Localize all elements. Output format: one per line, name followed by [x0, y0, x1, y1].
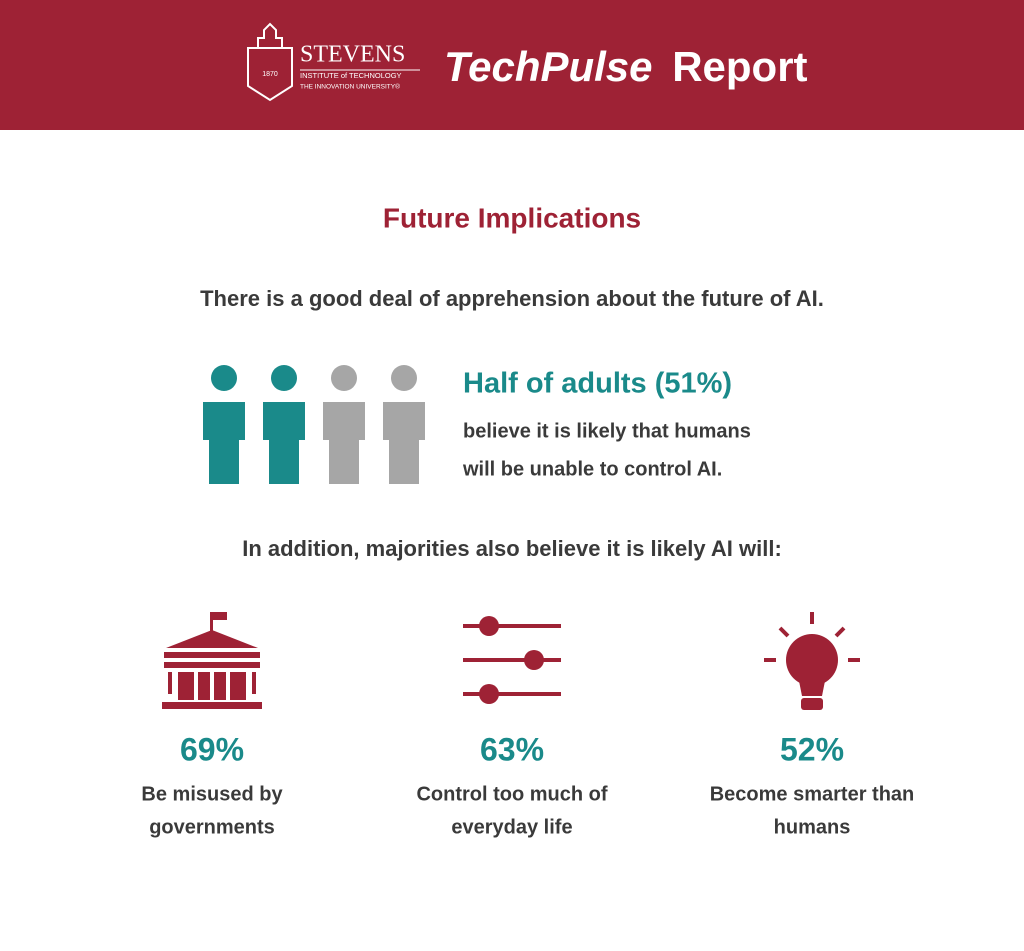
- people-icons: [203, 365, 425, 484]
- subheading: In addition, majorities also believe it …: [242, 536, 782, 561]
- person-gray: [383, 365, 425, 484]
- header-title-plain: Report: [672, 43, 807, 90]
- stat-label: governments: [149, 816, 275, 838]
- logo-name: STEVENS: [300, 42, 405, 68]
- stat-percent: 69%: [180, 731, 244, 767]
- header-title: TechPulse Report: [444, 43, 808, 90]
- person-gray: [323, 365, 365, 484]
- logo-year: 1870: [262, 71, 278, 78]
- stat-percent: 63%: [480, 731, 544, 767]
- stat-percent: 52%: [780, 731, 844, 767]
- highlight-line: believe it is likely that humans: [463, 420, 751, 442]
- logo-shield: [247, 22, 293, 102]
- sliders-icon: [463, 616, 561, 704]
- person-teal: [263, 365, 305, 484]
- logo-line1: INSTITUTE of TECHNOLOGY: [300, 71, 402, 80]
- section-title: Future Implications: [383, 202, 641, 233]
- stat-label: everyday life: [451, 816, 572, 838]
- building-columns: [194, 672, 230, 702]
- highlight-line: will be unable to control AI.: [462, 458, 722, 480]
- stat-label: Be misused by: [141, 783, 283, 805]
- header-title-italic: TechPulse: [444, 43, 653, 90]
- stat-label: Control too much of: [416, 783, 607, 805]
- logo-line2: THE INNOVATION UNIVERSITY®: [300, 83, 400, 91]
- bulb-icon: [764, 612, 860, 710]
- intro: There is a good deal of apprehension abo…: [200, 286, 824, 311]
- stat: 52% Become smarter than humans: [710, 731, 915, 838]
- stat: 63% Control too much of everyday life: [416, 731, 607, 838]
- stat: 69% Be misused by governments: [141, 731, 283, 838]
- header-band: [0, 0, 1024, 130]
- highlight-headline: Half of adults (51%): [463, 368, 732, 400]
- stat-label: Become smarter than: [710, 783, 915, 805]
- person-teal: [203, 365, 245, 484]
- stat-label: humans: [774, 816, 851, 838]
